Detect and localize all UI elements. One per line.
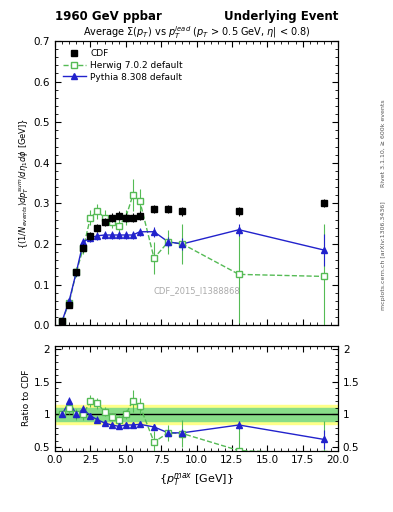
Y-axis label: $\{(1/N_{events}) dp_T^{sum}/d\eta_1 d\phi\ \mathrm{[GeV]}\}$: $\{(1/N_{events}) dp_T^{sum}/d\eta_1 d\p… xyxy=(17,117,31,249)
Text: Rivet 3.1.10, ≥ 600k events: Rivet 3.1.10, ≥ 600k events xyxy=(381,99,386,187)
Y-axis label: Ratio to CDF: Ratio to CDF xyxy=(22,370,31,426)
Text: mcplots.cern.ch [arXiv:1306.3436]: mcplots.cern.ch [arXiv:1306.3436] xyxy=(381,202,386,310)
Bar xyxy=(55,408,338,421)
X-axis label: $\{p_T^{max}\ \mathrm{[GeV]}\}$: $\{p_T^{max}\ \mathrm{[GeV]}\}$ xyxy=(159,471,234,488)
Text: 1960 GeV ppbar: 1960 GeV ppbar xyxy=(55,10,162,23)
Legend: CDF, Herwig 7.0.2 default, Pythia 8.308 default: CDF, Herwig 7.0.2 default, Pythia 8.308 … xyxy=(59,46,186,85)
Text: Underlying Event: Underlying Event xyxy=(224,10,338,23)
Text: CDF_2015_I1388868: CDF_2015_I1388868 xyxy=(153,287,240,295)
Title: Average $\Sigma(p_T)$ vs $p_T^{lead}$ ($p_T$ > 0.5 GeV, $\eta$| < 0.8): Average $\Sigma(p_T)$ vs $p_T^{lead}$ ($… xyxy=(83,24,310,41)
Bar xyxy=(55,404,338,424)
